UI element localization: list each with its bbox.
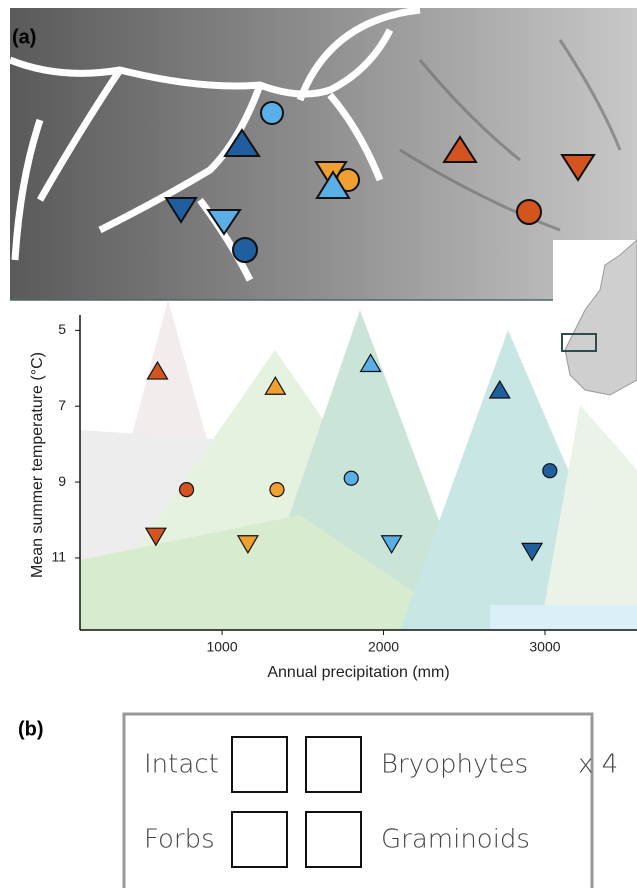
- x-tick-label: 3000: [529, 639, 560, 655]
- y-tick-label: 9: [58, 473, 66, 489]
- cell-label: Graminoids: [381, 825, 530, 855]
- y-axis-label: Mean summer temperature (°C): [29, 352, 46, 578]
- y-tick-label: 11: [51, 549, 66, 565]
- multiplier: x 4: [578, 750, 618, 780]
- cell-label: Bryophytes: [381, 750, 528, 780]
- x-tick-label: 2000: [368, 639, 399, 655]
- cell-label: Forbs: [144, 825, 215, 855]
- point: [180, 483, 194, 497]
- y-tick-label: 5: [58, 321, 66, 337]
- design-box: Intact Bryophytes Forbs Graminoids x 4: [124, 714, 618, 888]
- y-tick-label: 7: [58, 397, 66, 413]
- point: [344, 471, 358, 485]
- point: [543, 464, 557, 478]
- map: [10, 8, 637, 300]
- x-axis-label: Annual precipitation (mm): [267, 664, 449, 681]
- panel-label: (b): [18, 718, 44, 740]
- point: [270, 483, 284, 497]
- figure: 5 7 9 11 1000 2000 3000 Annual precipitation (m…: [0, 0, 637, 888]
- panel-label: (a): [12, 26, 36, 48]
- x-tick-label: 1000: [206, 639, 237, 655]
- inset-map: [553, 240, 637, 395]
- cell-label: Intact: [144, 750, 219, 780]
